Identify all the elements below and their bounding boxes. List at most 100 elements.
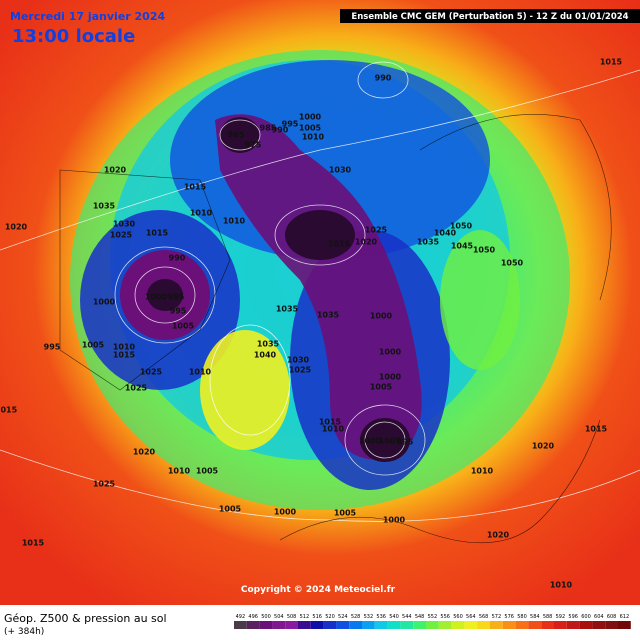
isobar-label: 1000 xyxy=(145,293,168,302)
colorbar-swatch xyxy=(477,621,490,629)
colorbar-tick: 596 xyxy=(568,614,578,620)
isobar-label: 995 xyxy=(44,343,61,352)
colorbar-tick: 508 xyxy=(287,614,297,620)
colorbar-tick: 512 xyxy=(300,614,310,620)
colorbar-swatch xyxy=(592,621,606,629)
isobar-label: 1020 xyxy=(487,531,510,540)
isobar-label: 1040 xyxy=(434,229,457,238)
isobar-label: 1020 xyxy=(532,442,555,451)
isobar-label: 1010 xyxy=(189,368,212,377)
header-bar xyxy=(340,9,640,23)
colorbar-swatch xyxy=(502,621,516,629)
map-background xyxy=(0,0,640,605)
isobar-label: 1010 xyxy=(168,467,191,476)
colorbar-swatch xyxy=(451,621,465,629)
isobar-label: 1000 xyxy=(379,348,402,357)
isobar-label: 1010 xyxy=(550,581,573,590)
isobar-label: 990 xyxy=(375,74,392,83)
isobar-label: 995 xyxy=(397,438,414,447)
isobar-label: 1015 xyxy=(0,406,18,415)
isobar-label: 1025 xyxy=(110,231,133,240)
isobar-label: 1005 xyxy=(299,124,322,133)
footer-title: Géop. Z500 & pression au sol xyxy=(4,612,167,625)
colorbar-tick: 612 xyxy=(620,614,630,620)
colorbar-tick: 532 xyxy=(364,614,374,620)
isobar-label: 1000 xyxy=(370,312,393,321)
isobar-label: 1050 xyxy=(501,259,524,268)
isobar-label: 1035 xyxy=(317,311,340,320)
colorbar-tick: 540 xyxy=(389,614,399,620)
colorbar-swatch xyxy=(566,621,580,629)
colorbar-tick: 600 xyxy=(581,614,591,620)
colorbar-tick: 504 xyxy=(274,614,284,620)
colorbar-tick: 524 xyxy=(338,614,348,620)
colorbar-tick: 588 xyxy=(543,614,553,620)
colorbar-tick: 608 xyxy=(607,614,617,620)
colorbar-tick: 516 xyxy=(312,614,322,620)
isobar-label: 1005 xyxy=(379,437,402,446)
isobar-label: 1045 xyxy=(451,242,474,251)
isobar-label: 995 xyxy=(170,307,187,316)
isobar-label: 985 xyxy=(168,293,185,302)
isobar-label: 1015 xyxy=(600,58,623,67)
isobar-label: 1005 xyxy=(370,383,393,392)
isobar-label: 1015 xyxy=(319,418,342,427)
isobar-label: 1005 xyxy=(334,509,357,518)
colorbar-swatch xyxy=(618,621,631,629)
colorbar-swatch xyxy=(490,621,503,629)
isobar-label: 1040 xyxy=(254,351,277,360)
colorbar-tick: 556 xyxy=(440,614,450,620)
date-label: Mercredi 17 janvier 2024 xyxy=(10,10,165,23)
isobar-label: 1035 xyxy=(417,238,440,247)
isobar-label: 1000 xyxy=(379,373,402,382)
isobar-label: 1015 xyxy=(328,240,351,249)
colorbar-swatch xyxy=(285,621,298,629)
isobar-label: 995 xyxy=(282,120,299,129)
colorbar-swatch xyxy=(349,621,362,629)
colorbar-swatch xyxy=(259,621,273,629)
isobar-label: 1050 xyxy=(450,222,473,231)
isobar-label: 1000 xyxy=(93,298,116,307)
colorbar-tick: 576 xyxy=(504,614,514,620)
isobar-label: 990 xyxy=(169,254,186,263)
colorbar-swatch xyxy=(579,621,593,629)
colorbar-swatch xyxy=(528,621,542,629)
colorbar-tick: 568 xyxy=(479,614,489,620)
colorbar-swatch xyxy=(426,621,439,629)
isobar-label: 1005 xyxy=(196,467,219,476)
isobar-label: 1015 xyxy=(585,425,608,434)
colorbar-tick: 520 xyxy=(325,614,335,620)
model-run: Ensemble CMC GEM (Perturbation 5) - 12 Z… xyxy=(351,12,628,22)
isobar-label: 1005 xyxy=(82,341,105,350)
isobar-label: 1020 xyxy=(5,223,28,232)
colorbar-tick: 536 xyxy=(376,614,386,620)
time-label: 13:00 locale xyxy=(12,26,135,47)
colorbar-tick: 572 xyxy=(492,614,502,620)
isobar-label: 1000 xyxy=(383,516,406,525)
colorbar-swatch xyxy=(605,621,618,629)
colorbar-tick: 496 xyxy=(248,614,258,620)
colorbar-swatch xyxy=(438,621,452,629)
colorbar-swatch xyxy=(298,621,311,629)
isobar-label: 1025 xyxy=(289,366,312,375)
isobar-label: 1010 xyxy=(322,425,345,434)
isobar-label: 1030 xyxy=(287,356,310,365)
isobar-label: 1010 xyxy=(302,133,325,142)
colorbar-tick: 584 xyxy=(530,614,540,620)
isobar-label: 1020 xyxy=(104,166,127,175)
colorbar-swatch xyxy=(246,621,260,629)
isobar-label: 1010 xyxy=(223,217,246,226)
isobar-label: 1015 xyxy=(113,351,136,360)
isobar-label: 1025 xyxy=(365,226,388,235)
colorbar-tick: 544 xyxy=(402,614,412,620)
colorbar-swatch xyxy=(541,621,554,629)
colorbar-tick: 552 xyxy=(428,614,438,620)
isobar-label: 985 xyxy=(260,124,277,133)
isobar-label: 1015 xyxy=(146,229,169,238)
isobar-label: 1025 xyxy=(125,384,148,393)
isobar-label: 1000 xyxy=(274,508,297,517)
colorbar-tick: 592 xyxy=(556,614,566,620)
isobar-label: 1010 xyxy=(190,209,213,218)
isobar-label: 1000 xyxy=(359,437,382,446)
isobar-label: 1015 xyxy=(22,539,45,548)
